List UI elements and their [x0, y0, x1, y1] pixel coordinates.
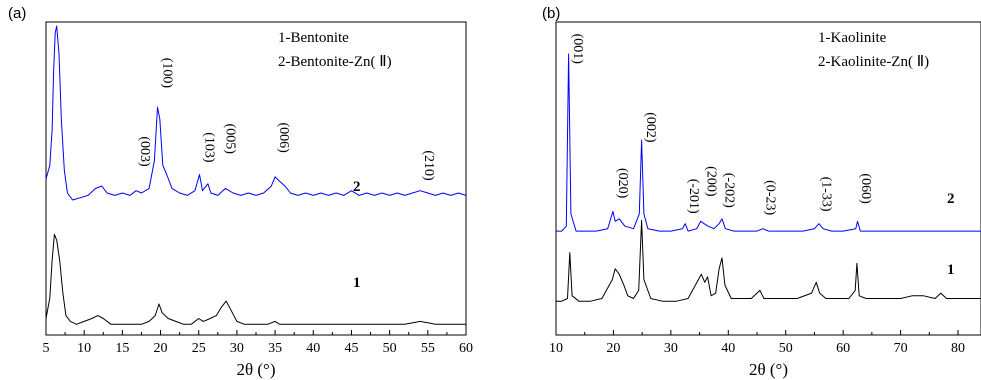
peak-label: (003) [137, 136, 152, 167]
peak-label: (1-33) [818, 177, 833, 212]
series-label: 1 [353, 275, 361, 291]
peak-label: (210) [421, 150, 436, 181]
x-tick-label: 35 [268, 341, 282, 356]
peak-label: (006) [276, 122, 291, 153]
peak-label: (-202) [721, 173, 736, 208]
x-tick-label: 40 [721, 341, 735, 356]
peak-label: (0-23) [763, 180, 778, 215]
legend-entry: 2-Kaolinite-Zn( Ⅱ) [818, 54, 929, 70]
x-tick-label: 50 [383, 341, 397, 356]
x-tick-label: 60 [836, 341, 850, 356]
series-line-2 [45, 25, 467, 201]
peak-label: (001) [570, 34, 585, 65]
x-tick-label: 5 [43, 341, 50, 356]
series-line-2 [556, 53, 981, 232]
panel-label: (a) [8, 5, 26, 22]
x-tick-label: 10 [77, 341, 91, 356]
peak-label: (002) [643, 112, 658, 143]
panel-label: (b) [542, 5, 560, 22]
peak-label: (060) [858, 173, 873, 204]
x-axis-title: 2θ (°) [749, 360, 788, 379]
peak-label: (005) [223, 124, 238, 155]
x-tick-label: 25 [192, 341, 206, 356]
x-tick-label: 20 [154, 341, 168, 356]
x-tick-label: 20 [606, 341, 620, 356]
series-line-1 [556, 219, 981, 302]
plot-frame [45, 21, 467, 336]
x-tick-label: 30 [230, 341, 244, 356]
series-label: 2 [353, 179, 361, 195]
peak-label: (100) [159, 58, 174, 89]
x-tick-label: 40 [306, 341, 320, 356]
peak-label: (-201) [686, 179, 701, 214]
peak-label: (103) [201, 132, 216, 163]
x-tick-label: 55 [421, 341, 435, 356]
x-tick-label: 70 [894, 341, 908, 356]
chart-panel-a: (a) 5 10 15 20 25 30 35 40 45 50 55 60 2θ (°) 1-Benton… [8, 5, 473, 379]
chart-panel-b: (b) 10 20 30 40 50 60 70 80 2θ (°) 1-Kaolinite 2-Ka… [542, 5, 981, 379]
x-tick-label: 10 [549, 341, 563, 356]
series-label: 1 [947, 262, 955, 278]
x-tick-label: 80 [951, 341, 965, 356]
x-tick-label: 45 [344, 341, 358, 356]
legend-entry: 2-Bentonite-Zn( Ⅱ) [278, 54, 392, 70]
legend-entry: 1-Bentonite [278, 30, 349, 46]
series-line-1 [45, 233, 466, 325]
x-tick-label: 30 [664, 341, 678, 356]
x-tick-label: 15 [115, 341, 129, 356]
x-axis-title: 2θ (°) [236, 360, 275, 379]
plot-frame [555, 21, 981, 336]
series-label: 2 [947, 191, 955, 207]
legend-entry: 1-Kaolinite [818, 30, 887, 46]
x-tick-label: 60 [459, 341, 473, 356]
peak-label: (020) [615, 168, 630, 199]
peak-label: (200) [703, 166, 718, 197]
x-tick-label: 50 [779, 341, 793, 356]
